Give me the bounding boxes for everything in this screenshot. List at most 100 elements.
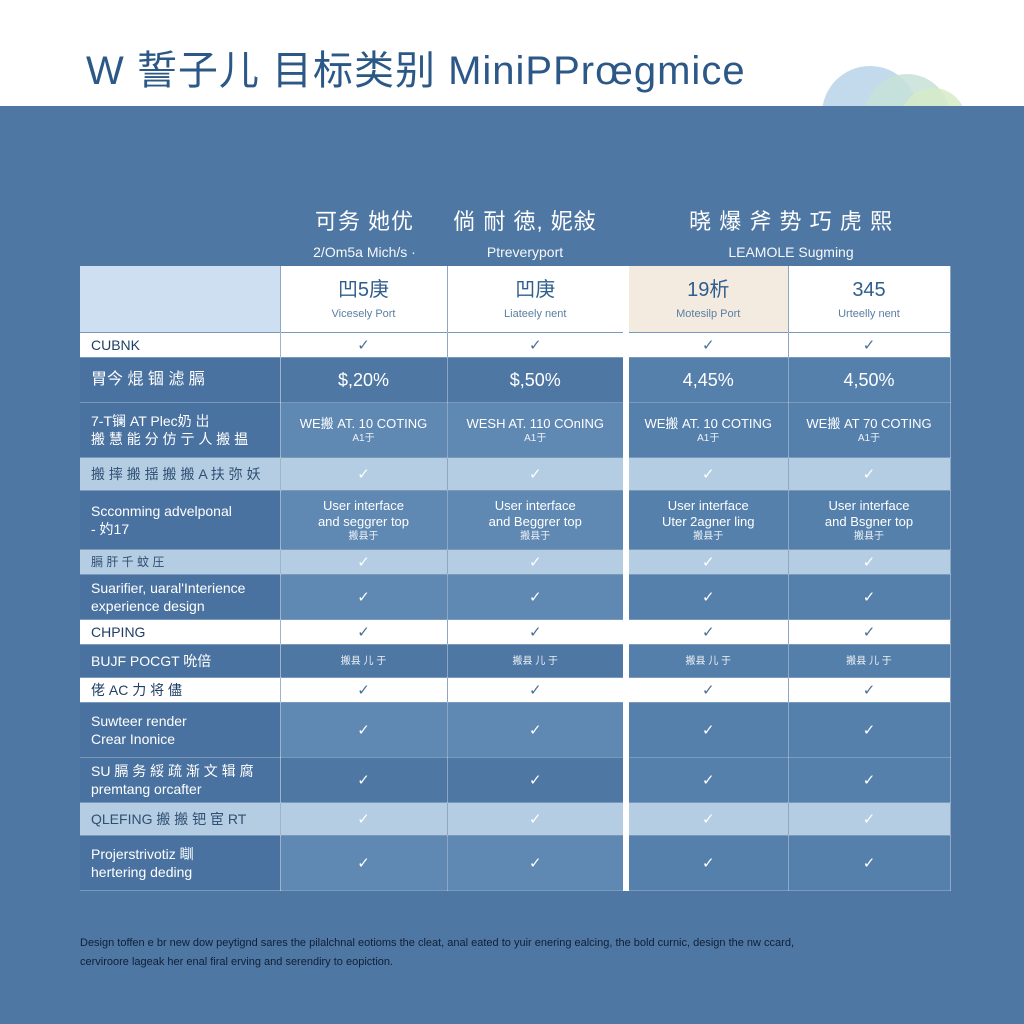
page-title: W 誓子儿 目标类别 MiniPPrœgmice (86, 49, 746, 93)
feature-value: 搬县 儿 于 (788, 644, 951, 678)
feature-cell: WE搬 AT 70 COTING A1于 (788, 402, 951, 458)
check-icon: ✓ (280, 677, 448, 703)
column-group-2-title: 倘 耐 徳, 妮敍 (453, 209, 597, 234)
check-icon: ✓ (280, 835, 448, 891)
row-label: 胃今 焜 锢 滤 膈 (80, 357, 281, 403)
row-label-line: premtang orcafter (91, 781, 202, 797)
plan-note: Vicesely Port (331, 308, 396, 320)
row-label-line: 7-T镧 AT Plec奶 岀 (91, 413, 210, 429)
plan-column-1: 凹5庚 Vicesely Port (280, 266, 448, 333)
feature-value: and seggrer top (317, 513, 410, 529)
table-row: QLEFING 搬 搬 钯 宦 RT ✓ ✓ ✓ ✓ (80, 802, 951, 836)
check-icon: ✓ (788, 835, 951, 891)
row-label: BUJF POCGT 吮倍 (80, 644, 281, 678)
row-label-line: Projerstrivotiz 瞓 (91, 846, 194, 862)
feature-value: User interface (323, 497, 404, 513)
feature-subvalue: A1于 (857, 432, 881, 444)
plan-name: 345 (852, 279, 886, 301)
plan-name: 凹5庚 (337, 279, 390, 301)
check-icon: ✓ (280, 619, 448, 645)
feature-value: WESH AT. 110 COnING (466, 415, 604, 431)
feature-value: 搬县 儿 于 (280, 644, 448, 678)
table-row: 7-T镧 AT Plec奶 岀 搬 慧 能 分 仿 亍 人 搬 揾 WE搬 AT… (80, 402, 951, 458)
table-row: Scconming advelponal - 妁17 User interfac… (80, 490, 951, 550)
feature-cell: User interface and Bsgner top 搬县于 (788, 490, 951, 550)
footnote-line: cerviroore lageak her enal firal erving … (80, 956, 394, 968)
plan-note: Urteelly nent (838, 308, 900, 320)
price-value: 4,45% (626, 357, 789, 403)
feature-value: User interface (667, 497, 749, 513)
row-label: Projerstrivotiz 瞓 hertering deding (80, 835, 281, 891)
plan-column-2: 凹庚 Liateely nent (447, 266, 629, 333)
plan-note: Motesilp Port (676, 308, 741, 320)
plan-column-3: 19析 Motesilp Port (626, 266, 789, 333)
feature-cell: User interface Uter 2agner ling 搬县于 (626, 490, 789, 550)
check-icon: ✓ (788, 619, 951, 645)
check-icon: ✓ (626, 574, 789, 620)
comparison-table: 凹5庚 Vicesely Port 凹庚 Liateely nent 19析 M… (80, 266, 951, 891)
check-icon: ✓ (447, 757, 629, 803)
table-row: 搬 摔 搬 揺 搬 搬 A 扶 弥 妖 ✓ ✓ ✓ ✓ (80, 457, 951, 491)
check-icon: ✓ (280, 757, 448, 803)
check-icon: ✓ (788, 549, 951, 575)
row-label: 7-T镧 AT Plec奶 岀 搬 慧 能 分 仿 亍 人 搬 揾 (80, 402, 281, 458)
feature-value: Uter 2agner ling (662, 513, 755, 529)
feature-value: 搬县 儿 于 (447, 644, 629, 678)
feature-subvalue: 搬县于 (520, 530, 551, 542)
page-header: W 誓子儿 目标类别 MiniPPrœgmice (0, 0, 1024, 106)
check-icon: ✓ (447, 677, 629, 703)
row-label-line: experience design (91, 598, 205, 614)
check-icon: ✓ (280, 549, 448, 575)
price-value: $,50% (447, 357, 629, 403)
column-group-1-subtitle: 2/Om5a Mich/s · (313, 244, 416, 260)
table-row: 佬 AC 力 将 儘 ✓ ✓ ✓ ✓ (80, 677, 951, 703)
column-group-1-title: 可务 她优 (314, 209, 415, 234)
check-icon: ✓ (788, 802, 951, 836)
check-icon: ✓ (788, 574, 951, 620)
row-label-line: hertering deding (91, 864, 193, 880)
feature-subvalue: 搬县于 (693, 530, 724, 542)
plan-name: 19析 (687, 279, 730, 301)
check-icon: ✓ (447, 802, 629, 836)
check-icon: ✓ (626, 332, 789, 358)
feature-subvalue: A1于 (352, 432, 375, 444)
row-label: CUBNK (80, 332, 281, 358)
check-icon: ✓ (447, 619, 629, 645)
price-value: $,20% (280, 357, 448, 403)
check-icon: ✓ (447, 332, 629, 358)
table-row: BUJF POCGT 吮倍 搬县 儿 于 搬县 儿 于 搬县 儿 于 搬县 儿 … (80, 644, 951, 678)
feature-subvalue: 搬县于 (854, 530, 884, 542)
column-group-2-header: 倘 耐 徳, 妮敍 Ptreveryport (440, 204, 610, 260)
footnote-line: Design toffen e br new dow peytignd sare… (80, 937, 795, 949)
check-icon: ✓ (788, 702, 951, 758)
plan-header-row: 凹5庚 Vicesely Port 凹庚 Liateely nent 19析 M… (80, 266, 951, 333)
table-row: Suwteer render Crear Inonice ✓ ✓ ✓ ✓ (80, 702, 951, 758)
check-icon: ✓ (626, 835, 789, 891)
row-label-line: Suarifier, uaral'Interience (91, 580, 246, 596)
feature-cell: User interface and seggrer top 搬县于 (280, 490, 448, 550)
table-row: CHPING ✓ ✓ ✓ ✓ (80, 619, 951, 645)
table-row: 胃今 焜 锢 滤 膈 $,20% $,50% 4,45% 4,50% (80, 357, 951, 403)
check-icon: ✓ (280, 574, 448, 620)
table-corner-cell (80, 266, 281, 333)
check-icon: ✓ (626, 802, 789, 836)
check-icon: ✓ (626, 757, 789, 803)
row-label-line: Scconming advelponal (91, 503, 232, 519)
check-icon: ✓ (447, 835, 629, 891)
row-label-line: - 妁17 (91, 521, 130, 537)
feature-cell: WE搬 AT. 10 COTING A1于 (626, 402, 789, 458)
feature-subvalue: A1于 (697, 432, 720, 444)
column-group-3-subtitle: LEAMOLE Sugming (728, 244, 854, 260)
table-row: 膈 肝 千 蚊 圧 ✓ ✓ ✓ ✓ (80, 549, 951, 575)
check-icon: ✓ (626, 457, 789, 491)
row-label: Scconming advelponal - 妁17 (80, 490, 281, 550)
check-icon: ✓ (280, 457, 448, 491)
plan-name: 凹庚 (515, 279, 556, 301)
table-row: Suarifier, uaral'Interience experience d… (80, 574, 951, 620)
footnote: Design toffen e br new dow peytignd sare… (80, 934, 950, 972)
feature-subvalue: A1于 (524, 432, 547, 444)
feature-value: and Bsgner top (824, 513, 914, 529)
row-label: QLEFING 搬 搬 钯 宦 RT (80, 802, 281, 836)
feature-cell: WESH AT. 110 COnING A1于 (447, 402, 629, 458)
row-label: Suwteer render Crear Inonice (80, 702, 281, 758)
